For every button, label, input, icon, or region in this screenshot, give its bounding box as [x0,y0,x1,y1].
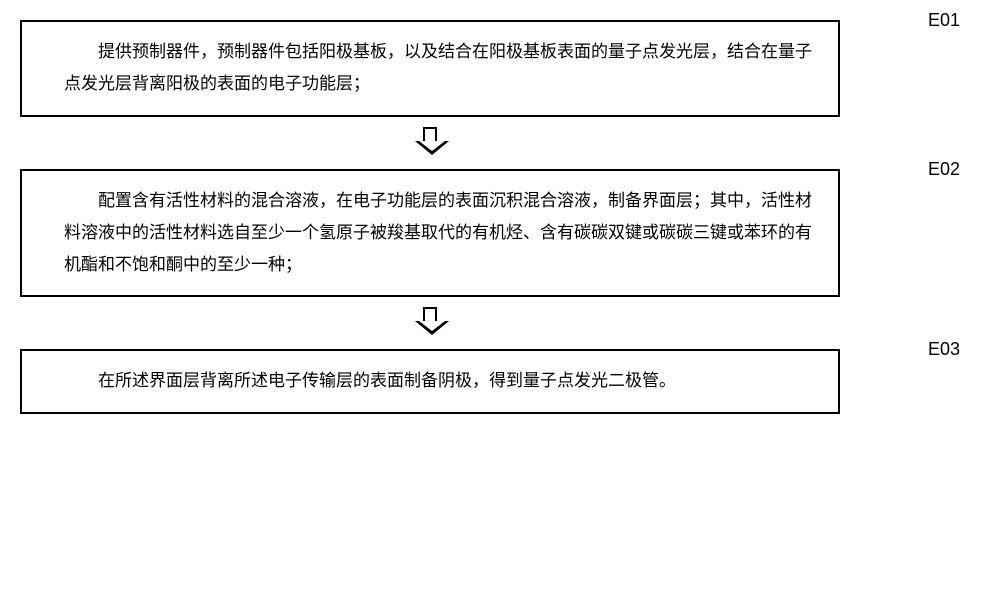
connector-1-2 [20,117,840,169]
connector-2-3 [20,297,840,349]
step-label-e02: E02 [928,159,960,180]
step-label-e03: E03 [928,339,960,360]
step-row-e02: 配置含有活性材料的混合溶液，在电子功能层的表面沉积混合溶液，制备界面层；其中，活… [20,169,980,298]
down-arrow-icon [413,127,447,157]
step-box-e02: 配置含有活性材料的混合溶液，在电子功能层的表面沉积混合溶液，制备界面层；其中，活… [20,169,840,298]
down-arrow-icon [413,307,447,337]
step-label-e01: E01 [928,10,960,31]
step-text-e03: 在所述界面层背离所述电子传输层的表面制备阴极，得到量子点发光二极管。 [64,365,818,397]
lead-e02: E02 [840,169,960,209]
step-box-e03: 在所述界面层背离所述电子传输层的表面制备阴极，得到量子点发光二极管。 [20,349,840,413]
lead-e03: E03 [840,349,960,389]
step-row-e03: 在所述界面层背离所述电子传输层的表面制备阴极，得到量子点发光二极管。 E03 [20,349,980,413]
lead-e01: E01 [840,20,960,60]
step-text-e01: 提供预制器件，预制器件包括阳极基板，以及结合在阳极基板表面的量子点发光层，结合在… [64,36,818,101]
step-row-e01: 提供预制器件，预制器件包括阳极基板，以及结合在阳极基板表面的量子点发光层，结合在… [20,20,980,117]
flowchart: 提供预制器件，预制器件包括阳极基板，以及结合在阳极基板表面的量子点发光层，结合在… [20,20,980,414]
step-box-e01: 提供预制器件，预制器件包括阳极基板，以及结合在阳极基板表面的量子点发光层，结合在… [20,20,840,117]
step-text-e02: 配置含有活性材料的混合溶液，在电子功能层的表面沉积混合溶液，制备界面层；其中，活… [64,185,818,282]
